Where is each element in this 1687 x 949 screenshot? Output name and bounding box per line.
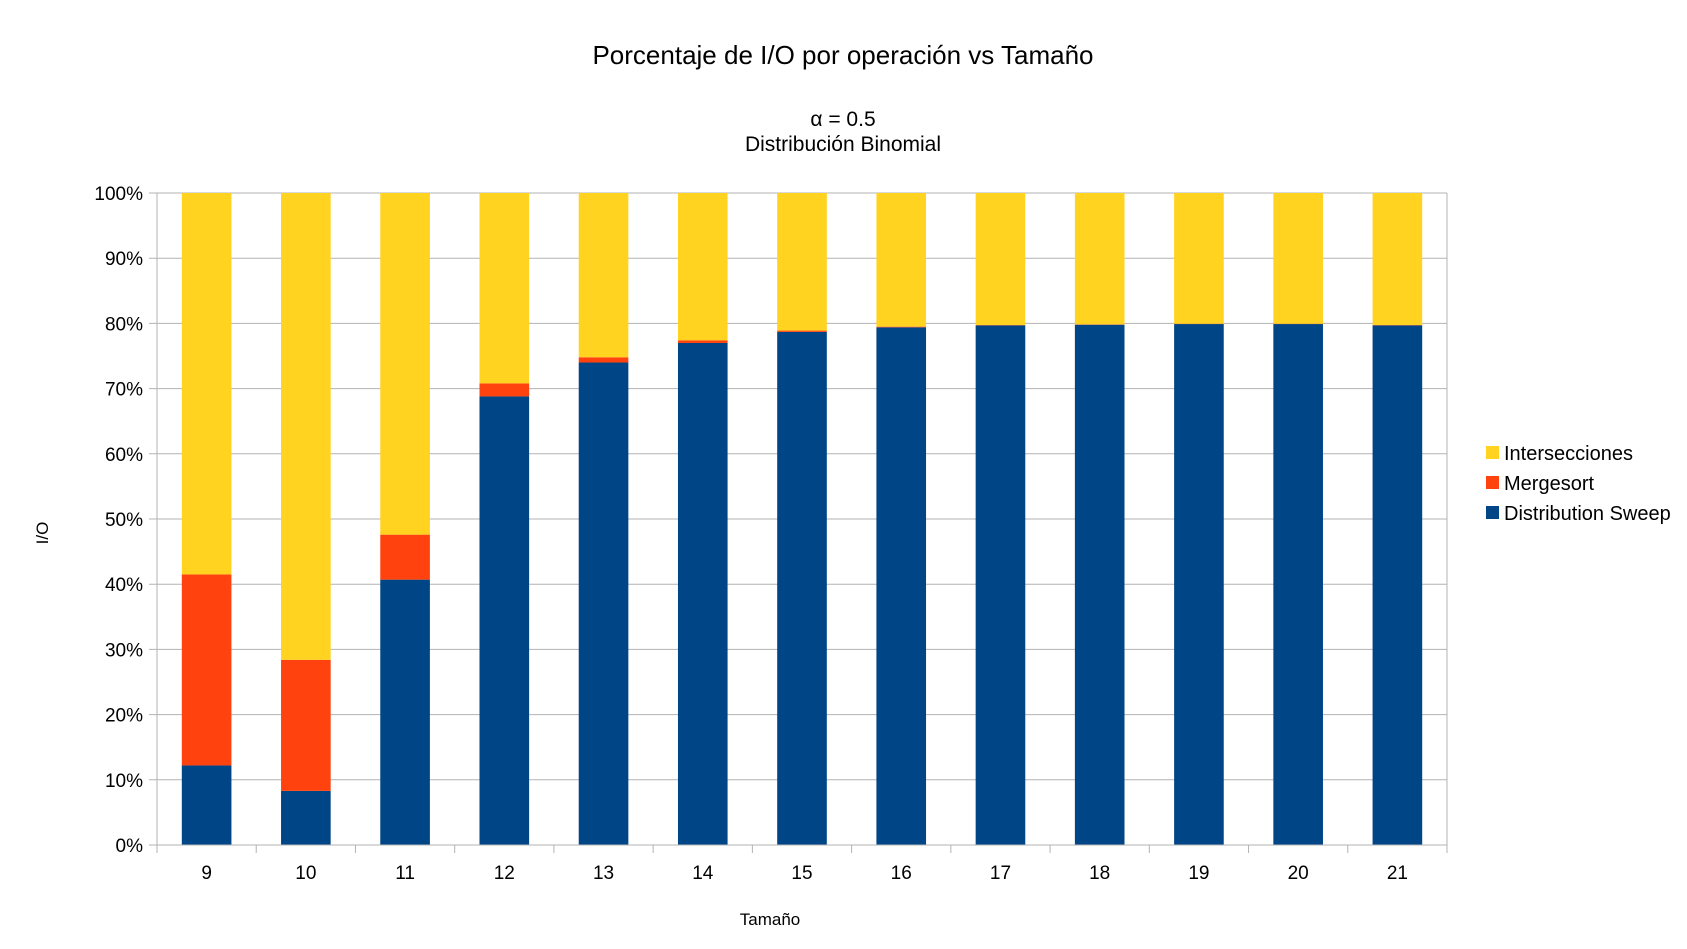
bar-segment-distribution-sweep-21 <box>1372 325 1423 845</box>
chart-subtitle-alpha: α = 0.5 <box>810 108 875 131</box>
bar-segment-intersecciones-9 <box>181 193 232 575</box>
chart-subtitle-distribution: Distribución Binomial <box>745 133 941 156</box>
y-tick-label: 60% <box>105 445 143 466</box>
y-tick-label: 0% <box>116 836 144 857</box>
bar-segment-intersecciones-11 <box>380 193 430 535</box>
bar-segment-intersecciones-13 <box>578 193 629 358</box>
y-tick-label: 30% <box>105 640 143 661</box>
y-tick-label: 40% <box>105 575 143 596</box>
x-tick-label: 15 <box>791 863 812 884</box>
bar-segment-distribution-sweep-20 <box>1273 324 1323 845</box>
y-tick-label: 50% <box>105 510 143 531</box>
x-tick-label: 11 <box>395 863 415 884</box>
y-tick-label: 10% <box>105 771 143 792</box>
y-tick-label: 70% <box>105 380 143 401</box>
x-tick-label: 20 <box>1288 863 1309 884</box>
bar-segment-mergesort-14 <box>677 340 728 343</box>
bar-segment-distribution-sweep-15 <box>777 331 827 845</box>
x-tick-label: 9 <box>201 863 212 884</box>
x-tick-label: 13 <box>593 863 614 884</box>
y-tick-label: 80% <box>105 314 143 335</box>
x-tick-label: 18 <box>1089 863 1110 884</box>
x-tick-label: 16 <box>891 863 912 884</box>
bar-segment-mergesort-11 <box>380 534 430 580</box>
bar-segment-mergesort-12 <box>479 383 530 397</box>
bar-segment-distribution-sweep-10 <box>281 790 331 845</box>
bar-segment-distribution-sweep-19 <box>1174 324 1224 845</box>
bar-segment-intersecciones-18 <box>1074 193 1125 325</box>
y-tick-label: 90% <box>105 249 143 270</box>
bar-segment-distribution-sweep-13 <box>578 362 629 845</box>
bar-segment-intersecciones-20 <box>1273 193 1323 324</box>
legend-swatch-distribution-sweep <box>1486 506 1499 519</box>
bar-segment-distribution-sweep-18 <box>1074 324 1125 845</box>
x-tick-label: 12 <box>494 863 515 884</box>
bar-segment-intersecciones-21 <box>1372 193 1423 326</box>
x-tick-label: 14 <box>692 863 714 884</box>
y-tick-label: 20% <box>105 706 143 727</box>
legend-label-distribution-sweep: Distribution Sweep <box>1504 503 1671 525</box>
bar-segment-distribution-sweep-14 <box>677 342 728 845</box>
bar-segment-intersecciones-15 <box>777 193 827 331</box>
x-tick-label: 21 <box>1387 863 1408 884</box>
bar-segment-distribution-sweep-12 <box>479 396 530 845</box>
y-axis-label: I/O <box>33 522 52 545</box>
x-axis-label: Tamaño <box>740 910 800 929</box>
bar-segment-distribution-sweep-11 <box>380 579 430 845</box>
bar-segment-mergesort-16 <box>876 326 927 328</box>
axes-group <box>156 193 1448 853</box>
bar-segment-distribution-sweep-17 <box>975 325 1026 845</box>
chart-title: Porcentaje de I/O por operación vs Tamañ… <box>592 40 1093 70</box>
legend-swatch-intersecciones <box>1486 446 1499 459</box>
x-tick-label: 10 <box>295 863 316 884</box>
bar-segment-distribution-sweep-16 <box>876 327 927 845</box>
bar-segment-distribution-sweep-9 <box>181 765 232 845</box>
bar-segment-intersecciones-14 <box>677 193 728 341</box>
x-tick-labels: 9 10 11 12 13 14 15 16 17 18 19 20 21 <box>201 863 1408 884</box>
bar-segment-intersecciones-12 <box>479 193 530 384</box>
bar-segment-intersecciones-19 <box>1174 193 1224 324</box>
x-tick-label: 19 <box>1188 863 1209 884</box>
bar-segment-intersecciones-10 <box>281 193 331 660</box>
x-tick-label: 17 <box>990 863 1011 884</box>
bar-segment-mergesort-10 <box>281 659 331 791</box>
legend: Intersecciones Mergesort Distribution Swee… <box>1486 443 1671 525</box>
legend-label-intersecciones: Intersecciones <box>1504 443 1633 465</box>
bar-segment-mergesort-15 <box>777 330 827 332</box>
legend-swatch-mergesort <box>1486 476 1499 489</box>
y-tick-labels: 0% 10% 20% 30% 40% 50% 60% 70% 80% 90% 100% <box>94 184 143 857</box>
bars-group <box>181 193 1423 845</box>
bar-segment-mergesort-9 <box>181 574 232 766</box>
bar-segment-intersecciones-17 <box>975 193 1026 326</box>
bar-segment-intersecciones-16 <box>876 193 927 327</box>
legend-label-mergesort: Mergesort <box>1504 473 1594 495</box>
bar-segment-mergesort-13 <box>578 357 629 363</box>
y-tick-label: 100% <box>94 184 143 205</box>
